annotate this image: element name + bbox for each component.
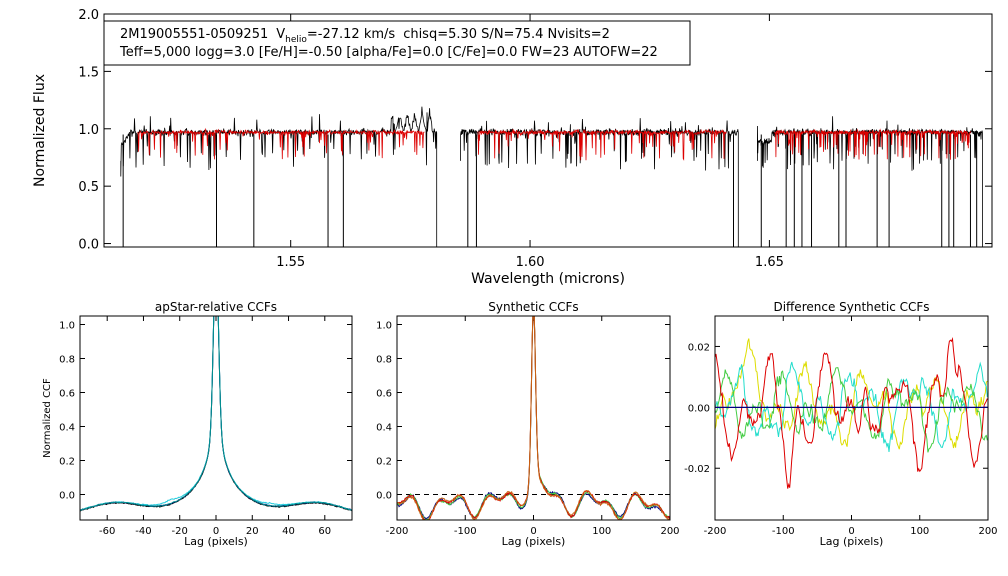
- apstar-ytick-label: 0.8: [59, 355, 75, 366]
- synth-ccf-ccf_navy-line: [397, 316, 670, 520]
- info-box-frame: [103, 20, 691, 66]
- spectrum-frame: [103, 13, 993, 248]
- info-box-line2: Teff=5,000 logg=3.0 [Fe/H]=-0.50 [alpha/…: [119, 45, 658, 60]
- apstar-xlabel: Lag (pixels): [184, 535, 248, 548]
- diff-xtick-label: -200: [704, 526, 727, 537]
- spectrum-model-line: [774, 128, 971, 160]
- spectrum-ytick-label: 1.0: [78, 123, 99, 138]
- apstar-ytick-label: 0.6: [59, 389, 75, 400]
- apstar-ytick-label: 0.0: [59, 491, 75, 502]
- apstar-ccf-ccf_teal-line: [80, 316, 352, 511]
- apstar-ccf-ccf_cyan-line: [80, 316, 352, 512]
- apstar-ccf-ccf_black-line: [80, 316, 352, 512]
- apstar-xtick-label: 60: [318, 526, 331, 537]
- apstar-ccf-ccf_navy-line: [80, 316, 352, 511]
- synth-ytick-label: 1.0: [376, 321, 392, 332]
- diff-title: Difference Synthetic CCFs: [773, 300, 929, 314]
- synth-ccf-diff_red-line: [397, 316, 670, 520]
- diff-xtick-label: 0: [848, 526, 854, 537]
- synth-xtick-label: -200: [386, 526, 409, 537]
- synth-ytick-label: 0.2: [376, 457, 392, 468]
- diff-ccf-diff_cyan-line: [715, 361, 988, 452]
- spectrum-ytick-label: 0.5: [78, 180, 99, 195]
- apstar-xtick-label: -40: [135, 526, 151, 537]
- synthetic-ccf-panel: -200 -100 0 100 200 0.0 0.2 0.4 0.6 0.8 1.0 Lag (pi…: [376, 300, 679, 548]
- apstar-xtick-label: -60: [99, 526, 115, 537]
- spectrum-xtick-label: 1.60: [516, 255, 545, 270]
- synth-ytick-label: 0.8: [376, 355, 392, 366]
- apstar-xtick-label: -20: [172, 526, 188, 537]
- diff-ccf-diff_red-line: [715, 337, 988, 489]
- diff-xtick-label: -100: [772, 526, 795, 537]
- spectrum-ylabel: Normalized Flux: [32, 74, 48, 187]
- spectrum-xlabel: Wavelength (microns): [471, 271, 625, 287]
- spectrum-ytick-label: 0.0: [78, 238, 99, 253]
- synth-ytick-label: 0.0: [376, 491, 392, 502]
- diff-ccf-diff_green-line: [715, 367, 988, 453]
- apstar-xtick-label: 40: [282, 526, 295, 537]
- spectrum-model-line: [137, 127, 425, 160]
- diff-ytick-label: 0.00: [688, 403, 710, 414]
- synth-frame: [396, 315, 671, 521]
- synth-title: Synthetic CCFs: [488, 300, 578, 314]
- synth-xtick-label: 0: [530, 526, 536, 537]
- info-box-line1: 2M19005551-0509251 Vhelio=-27.12 km/s chis…: [120, 27, 610, 45]
- synth-ccf-diff_green-line: [397, 316, 670, 520]
- diff-ytick-label: -0.02: [684, 464, 710, 475]
- spectrum-xtick-label: 1.65: [755, 255, 784, 270]
- apstar-ytick-label: 0.2: [59, 457, 75, 468]
- spectrum-xtick-label: 1.55: [276, 255, 305, 270]
- spectrum-observed-line: [120, 106, 438, 247]
- diff-ytick-label: 0.02: [688, 342, 710, 353]
- synth-xlabel: Lag (pixels): [502, 535, 566, 548]
- info-box: 2M19005551-0509251 Vhelio=-27.12 km/s chis…: [103, 20, 691, 66]
- synth-ytick-label: 0.6: [376, 389, 392, 400]
- info-v-prefix: V: [276, 27, 285, 42]
- info-stats: chisq=5.30 S/N=75.4 Nvisits=2: [403, 27, 610, 42]
- apstar-xtick-label: 0: [213, 526, 219, 537]
- spectrum-observed-line: [460, 118, 739, 247]
- apstar-ytick-label: 1.0: [59, 321, 75, 332]
- apstar-ytick-label: 0.4: [59, 423, 75, 434]
- spectrum-ytick-label: 1.5: [78, 65, 99, 80]
- spectrum-ytick-label: 2.0: [78, 8, 99, 23]
- synth-xtick-label: -100: [454, 526, 477, 537]
- diff-ccf-diff_yellow-line: [715, 338, 988, 450]
- difference-ccf-panel: -200 -100 0 100 200 -0.02 0.00 0.02 Lag (pixels)…: [684, 300, 997, 548]
- synth-ytick-label: 0.4: [376, 423, 392, 434]
- apstar-xtick-label: 20: [246, 526, 259, 537]
- diff-frame: [714, 315, 989, 521]
- synth-ccf-synth_brown-line: [397, 316, 670, 520]
- info-v-sub: helio: [285, 35, 307, 45]
- spectrum-panel: 1.55 1.60 1.65 0.0 0.5 1.0 1.5 2.0 Wavelength (m…: [32, 8, 993, 287]
- synth-xtick-label: 200: [660, 526, 679, 537]
- apstar-ylabel: Normalized CCF: [42, 378, 53, 458]
- info-v-value: =-27.12 km/s: [307, 27, 396, 42]
- spectrum-model-line: [477, 128, 727, 161]
- apstar-title: apStar-relative CCFs: [155, 300, 277, 314]
- info-star-id: 2M19005551-0509251: [120, 27, 268, 42]
- apstar-frame: [79, 315, 353, 521]
- diff-xtick-label: 200: [978, 526, 997, 537]
- diff-xlabel: Lag (pixels): [820, 535, 884, 548]
- diff-xtick-label: 100: [910, 526, 929, 537]
- apstar-ccf-panel: -60 -40 -20 0 20 40 60 0.0 0.2 0.4 0.6 0.8 1.0 Lag (p…: [42, 300, 353, 548]
- synth-xtick-label: 100: [592, 526, 611, 537]
